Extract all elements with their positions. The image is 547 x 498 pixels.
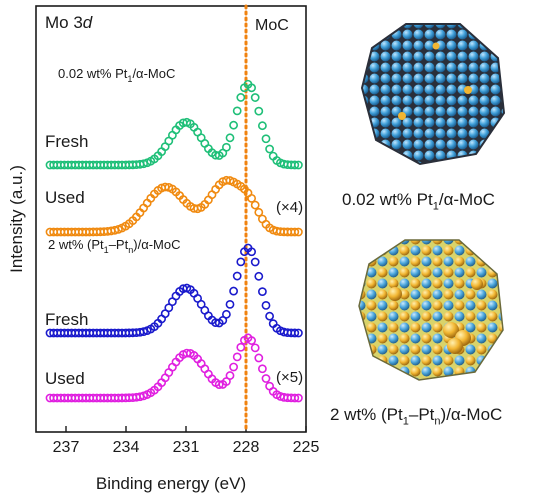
data-point (250, 200, 260, 210)
reference-line-label: MoC (255, 17, 289, 34)
series-0-fresh (45, 79, 303, 170)
nanoparticle-model-low-loading (360, 23, 506, 166)
data-point (247, 83, 256, 93)
data-point (290, 393, 300, 403)
group-title-high-loading: 2 wt% (Pt1–Ptn)/α-MoC (48, 237, 181, 255)
scale-note: (×5) (276, 369, 303, 386)
data-point (257, 364, 267, 374)
model-2-caption: 2 wt% (Pt1–Ptn)/α-MoC (330, 405, 503, 428)
data-point (265, 311, 274, 321)
data-point (293, 227, 303, 237)
x-tick-label: 234 (113, 439, 140, 456)
data-point (225, 133, 235, 143)
plot-frame (35, 5, 307, 433)
data-point (265, 144, 274, 154)
x-tick-label: 225 (293, 439, 320, 456)
data-point (229, 286, 238, 296)
panel-label: Mo 3d (45, 13, 93, 32)
series-1-used (45, 175, 303, 237)
series-label-used: Used (45, 369, 85, 388)
series-label-fresh: Fresh (45, 310, 88, 329)
data-point (250, 257, 260, 267)
data-point (261, 374, 271, 383)
series-label-fresh: Fresh (45, 132, 88, 151)
data-point (236, 257, 246, 267)
data-point (232, 271, 242, 281)
x-tick-label: 231 (173, 439, 200, 456)
data-point (214, 380, 224, 390)
data-point (250, 93, 260, 102)
data-point (261, 134, 271, 144)
data-point (290, 160, 300, 170)
series-label-used: Used (45, 188, 85, 207)
data-point (247, 247, 256, 257)
data-point (254, 207, 264, 217)
x-tick-label: 228 (233, 439, 260, 456)
data-point (293, 328, 303, 338)
x-axis-label: Binding energy (eV) (96, 474, 246, 493)
data-point (225, 299, 235, 309)
data-point (236, 342, 246, 352)
data-point (247, 193, 256, 203)
model-1-caption: 0.02 wt% Pt1/α-MoC (342, 190, 495, 213)
data-point (229, 120, 238, 130)
series-3-used (45, 333, 303, 403)
data-point (254, 106, 264, 116)
data-point (221, 142, 231, 152)
scale-note: (×4) (276, 199, 303, 216)
data-point (261, 301, 271, 310)
data-point (293, 393, 303, 403)
data-point (257, 121, 267, 131)
data-point (225, 371, 235, 380)
data-point (290, 227, 300, 237)
data-point (232, 352, 242, 362)
data-point (293, 160, 303, 170)
data-point (250, 343, 260, 353)
nanoparticle-model-high-loading (358, 239, 504, 381)
data-point (236, 93, 246, 102)
y-axis-label: Intensity (a.u.) (7, 165, 26, 273)
data-point (232, 106, 242, 116)
data-point (257, 287, 267, 297)
data-point (254, 353, 264, 363)
x-tick-label: 237 (53, 439, 80, 456)
data-point (254, 271, 264, 281)
series-2-fresh (45, 243, 303, 338)
data-point (290, 328, 300, 338)
data-point (247, 336, 256, 345)
data-point (229, 362, 238, 372)
group-title-low-loading: 0.02 wt% Pt1/α-MoC (58, 66, 175, 84)
data-point (221, 309, 231, 319)
data-point (139, 327, 148, 337)
